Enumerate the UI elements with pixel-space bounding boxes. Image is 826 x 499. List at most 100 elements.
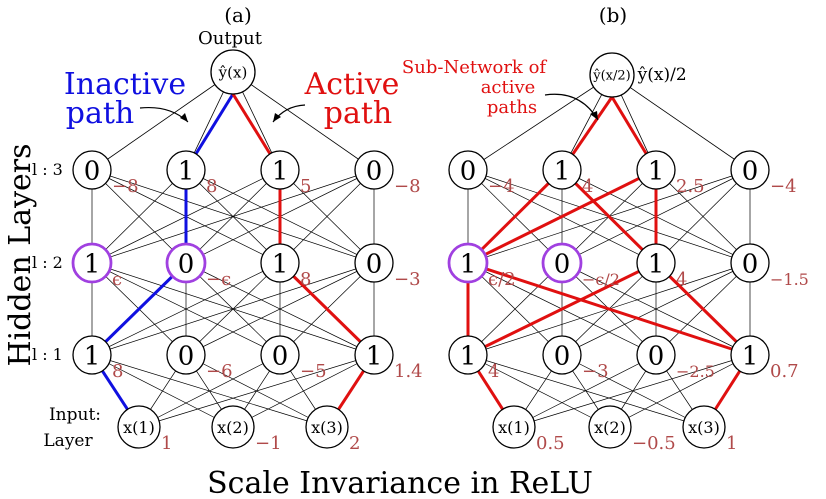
edge-out-l3	[467, 74, 613, 171]
hidden-layers-title: Hidden Layers	[3, 143, 38, 366]
hidden-node	[354, 150, 394, 190]
input-node	[305, 405, 349, 449]
edge-l3-l2	[91, 169, 187, 264]
hidden-node-value: 0	[554, 249, 571, 279]
hidden-node	[166, 335, 206, 375]
hidden-node	[165, 242, 207, 284]
panel-b-label: (b)	[599, 3, 627, 27]
hidden-node-value: 1	[178, 156, 195, 186]
edge-l3-l2	[91, 169, 375, 264]
input-node-value: x(2)	[594, 418, 626, 437]
weight-label: −3	[582, 361, 609, 382]
edge-l1-input	[513, 354, 751, 428]
input-node-value: x(3)	[311, 418, 343, 437]
hidden-node	[636, 335, 676, 375]
input-value-label: 1	[161, 433, 172, 454]
input-node-value: x(1)	[498, 418, 530, 437]
subnet-label-line2: active	[481, 77, 536, 98]
input-value-label: 2	[349, 433, 360, 454]
subnet-label-line1: Sub-Network of	[402, 57, 547, 78]
hidden-node-value: 0	[366, 156, 383, 186]
edge-l1-input	[138, 354, 375, 428]
output-node	[210, 49, 256, 95]
input-node	[588, 405, 632, 449]
subnet-edge	[467, 261, 657, 357]
edge-out-l3	[611, 74, 751, 171]
weight-label: −4	[488, 176, 515, 197]
subnet-edge	[467, 261, 751, 357]
input-node-value: x(1)	[123, 418, 155, 437]
hidden-node	[447, 242, 489, 284]
hidden-node	[166, 150, 206, 190]
hidden-node-value: 0	[366, 249, 383, 279]
hidden-node-value: 0	[742, 249, 759, 279]
input-value-label: 1	[726, 433, 737, 454]
hidden-node	[71, 242, 113, 284]
hidden-node	[354, 243, 394, 283]
weight-label: 8	[300, 269, 311, 290]
weight-label: −4	[770, 176, 797, 197]
hidden-node	[730, 150, 770, 190]
hidden-node-value: 1	[648, 249, 665, 279]
weight-label: −8	[394, 176, 421, 197]
hidden-node	[730, 243, 770, 283]
hidden-node	[730, 335, 770, 375]
edge-out-l3	[232, 71, 375, 171]
hidden-node-value: 1	[742, 341, 759, 371]
weight-label: −ϵ/2	[582, 270, 620, 289]
weight-label: 4	[582, 176, 593, 197]
weight-label: ϵ/2	[488, 269, 516, 290]
hidden-node-value: 0	[178, 341, 195, 371]
weight-label: −5	[300, 361, 327, 382]
subnet-edge	[560, 168, 658, 265]
input-node-value: x(2)	[217, 418, 249, 437]
output-word: Output	[198, 28, 263, 49]
weight-label: ϵ	[112, 269, 122, 290]
weight-label: 5	[300, 176, 311, 197]
output-node-value: ŷ(x/2)	[592, 69, 630, 84]
input-value-label: 0.5	[536, 433, 565, 454]
input-node	[211, 405, 255, 449]
edge-l1-input	[513, 354, 657, 428]
inactive-label-line1: Inactive	[64, 67, 186, 102]
hidden-node	[260, 335, 300, 375]
subnet-label-line3: paths	[487, 97, 537, 118]
weight-label: −3	[394, 269, 421, 290]
figure-caption: Scale Invariance in ReLU	[207, 466, 593, 499]
subnet-edge	[466, 168, 564, 265]
hidden-node	[542, 335, 582, 375]
edge-l1-input	[138, 354, 281, 428]
hidden-node-value: 1	[366, 341, 383, 371]
hidden-node	[541, 242, 583, 284]
hidden-node-value: 0	[84, 156, 101, 186]
hidden-node-value: 1	[648, 156, 665, 186]
hidden-node	[636, 243, 676, 283]
hidden-node-value: 0	[178, 249, 195, 279]
input-node	[117, 405, 161, 449]
input-value-label: −0.5	[632, 433, 676, 454]
weight-label: 1.4	[394, 361, 423, 382]
weight-label: 8	[112, 361, 123, 382]
hidden-node	[354, 335, 394, 375]
inactive-path-edge	[90, 261, 188, 357]
subnet-arrowhead	[590, 111, 598, 120]
hidden-node	[260, 150, 300, 190]
edge-out-l3	[91, 71, 234, 171]
weight-label: 4	[676, 269, 687, 290]
active-path-edge	[278, 261, 376, 357]
hidden-node	[448, 335, 488, 375]
hidden-node-value: 1	[460, 249, 477, 279]
weight-label: 4	[488, 361, 499, 382]
hidden-node	[72, 335, 112, 375]
hidden-node	[636, 150, 676, 190]
edge-l3-l2	[655, 169, 751, 264]
panel-a-label: (a)	[224, 3, 252, 27]
hidden-node	[72, 150, 112, 190]
edge-l1-input	[609, 354, 751, 428]
hidden-node-value: 0	[648, 341, 665, 371]
network-nodes: ŷ(x) 0 1 1 0 1 0 1 0 1 0 0 1 x(1) x(2) x(3) ŷ(x/2) 0 1 1 0 1 0…	[71, 49, 770, 449]
edge-l2-l1	[91, 262, 375, 356]
active-label-line2: path	[324, 96, 392, 131]
